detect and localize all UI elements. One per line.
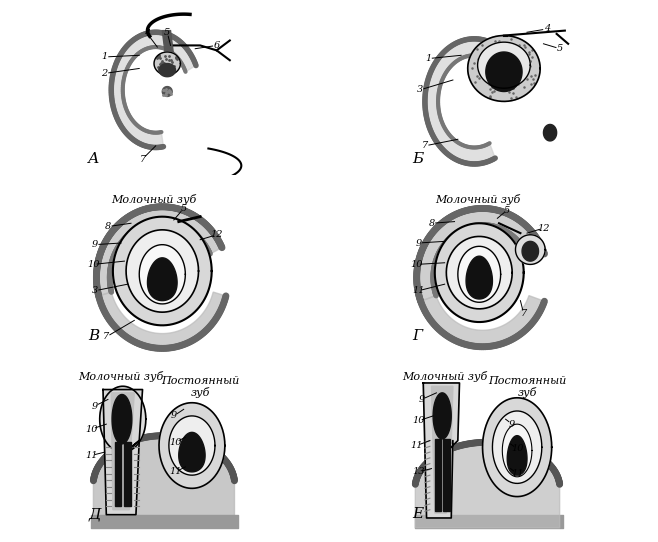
Text: 8: 8 [428,219,435,228]
Text: А: А [88,152,100,166]
Text: 4: 4 [144,29,151,38]
Polygon shape [443,439,449,512]
Text: 11: 11 [169,467,182,476]
Text: Постоянный
зуб: Постоянный зуб [161,376,240,398]
Text: 5: 5 [504,205,511,215]
Text: 10: 10 [86,424,98,434]
Polygon shape [126,230,199,312]
Polygon shape [124,442,131,506]
Polygon shape [97,207,222,296]
Text: 1: 1 [425,54,432,63]
Polygon shape [415,442,560,528]
Polygon shape [492,411,542,483]
Text: 12: 12 [211,230,223,239]
Text: 10: 10 [87,260,99,269]
Polygon shape [159,403,225,488]
Text: 1: 1 [101,53,108,61]
Polygon shape [113,217,212,325]
Text: 12: 12 [537,224,549,233]
Text: Молочный зуб: Молочный зуб [78,371,164,383]
Text: Молочный зуб: Молочный зуб [111,193,197,205]
Text: 5: 5 [557,44,563,53]
Polygon shape [468,36,540,101]
Text: 6: 6 [213,41,220,50]
Polygon shape [163,30,174,57]
Polygon shape [163,87,172,96]
Text: 10: 10 [411,260,423,269]
Text: 10: 10 [511,444,523,453]
Polygon shape [111,32,196,147]
Text: 9: 9 [418,395,425,404]
Polygon shape [112,395,132,444]
Polygon shape [486,52,522,92]
Text: 9: 9 [170,411,177,421]
Polygon shape [111,393,134,510]
Polygon shape [169,416,215,475]
Polygon shape [466,256,492,299]
Text: 8: 8 [105,222,111,231]
Polygon shape [114,442,121,506]
Text: 13: 13 [412,467,424,476]
Polygon shape [502,424,532,477]
Polygon shape [417,209,544,301]
Text: 2: 2 [101,69,108,78]
Polygon shape [522,241,538,261]
Text: 5: 5 [164,28,170,37]
Text: Г: Г [412,330,422,344]
Text: 7: 7 [103,332,109,341]
Text: 4: 4 [544,24,550,34]
Text: 10: 10 [412,416,424,425]
Polygon shape [544,125,557,141]
Polygon shape [93,436,234,528]
Text: 11: 11 [412,286,424,295]
Polygon shape [179,433,205,472]
Polygon shape [446,236,512,309]
Polygon shape [147,258,177,301]
Polygon shape [482,398,551,496]
Text: 3: 3 [417,86,423,94]
Text: 9: 9 [415,238,421,248]
Polygon shape [100,386,146,452]
Polygon shape [159,63,176,77]
Text: 9: 9 [91,402,98,410]
Text: Постоянный
зуб: Постоянный зуб [488,376,566,398]
Text: 10: 10 [169,438,182,447]
Polygon shape [435,439,442,512]
Polygon shape [433,393,451,439]
Polygon shape [478,42,530,88]
Polygon shape [507,436,527,475]
Polygon shape [423,383,459,518]
Polygon shape [139,244,186,304]
Text: 7: 7 [520,309,527,318]
Text: Молочный зуб: Молочный зуб [435,193,520,205]
Text: В: В [88,330,99,344]
Text: Е: Е [412,507,423,521]
Text: Б: Б [412,152,423,166]
Polygon shape [425,39,517,164]
Polygon shape [154,52,180,75]
Text: 7: 7 [139,154,145,164]
Text: Молочный зуб: Молочный зуб [402,371,488,383]
Text: 11: 11 [411,441,423,450]
Text: 9: 9 [91,240,98,249]
Polygon shape [103,390,143,515]
Polygon shape [435,223,524,322]
Polygon shape [420,295,544,347]
Polygon shape [515,235,545,264]
Polygon shape [99,292,226,349]
Polygon shape [432,386,453,513]
Text: 11: 11 [86,451,98,460]
Text: 7: 7 [422,141,428,150]
Text: 9: 9 [509,420,515,429]
Polygon shape [458,246,501,302]
Text: 5: 5 [180,204,187,213]
Text: Д: Д [88,507,101,521]
Text: 11: 11 [511,469,523,478]
Text: 3: 3 [91,286,98,295]
